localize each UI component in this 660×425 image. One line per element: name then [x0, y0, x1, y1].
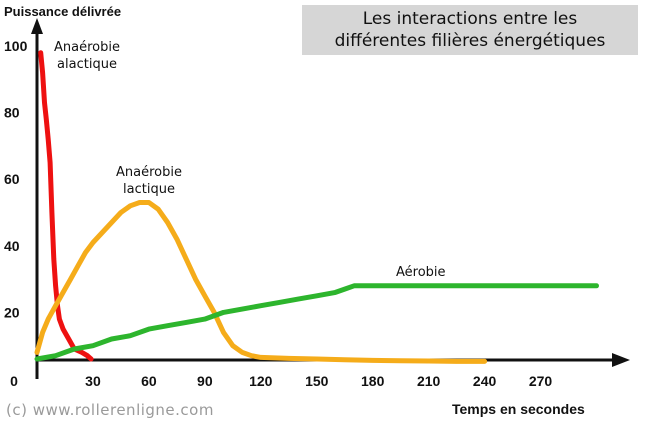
x-tick-label: 120	[249, 373, 273, 389]
x-tick-label: 60	[141, 373, 157, 389]
y-axis-label: Puissance délivrée	[4, 4, 122, 19]
x-tick-label: 180	[361, 373, 385, 389]
series-line-1	[34, 200, 488, 364]
y-tick-label: 100	[4, 38, 28, 54]
series-label-aerobie: Aérobie	[396, 265, 446, 280]
copyright-text: (c) www.rollerenligne.com	[6, 401, 214, 419]
series-label-anaerobie-alactique: Anaérobie alactique	[54, 40, 120, 72]
chart-title-line-1: Les interactions entre les	[362, 9, 578, 29]
series-line-0	[38, 50, 94, 362]
y-tick-label: 80	[4, 105, 20, 121]
x-tick-label: 270	[529, 373, 553, 389]
x-tick-label: 210	[417, 373, 441, 389]
y-tick-label: 40	[4, 238, 20, 254]
x-axis-arrow	[612, 353, 630, 367]
series-label-anaerobie-lactique: Anaérobie lactique	[116, 165, 182, 197]
x-tick-label: 90	[197, 373, 213, 389]
chart-title-box: Les interactions entre les différentes f…	[302, 5, 638, 55]
x-tick-label: 0	[10, 373, 18, 389]
x-tick-label: 240	[473, 373, 497, 389]
series-lines	[34, 50, 599, 364]
y-tick-label: 20	[4, 304, 20, 320]
tick-labels: 0 30 60 90 120 150 180 210 240 270 20 40 60 80 100	[4, 38, 552, 389]
series-line-2	[34, 283, 599, 362]
x-axis-label: Temps en secondes	[452, 401, 585, 417]
axes	[31, 18, 630, 379]
x-tick-label: 30	[85, 373, 101, 389]
y-tick-label: 60	[4, 171, 20, 187]
x-tick-label: 150	[305, 373, 329, 389]
y-axis-arrow	[31, 18, 43, 34]
chart-title-line-2: différentes filières énergétiques	[334, 31, 606, 51]
